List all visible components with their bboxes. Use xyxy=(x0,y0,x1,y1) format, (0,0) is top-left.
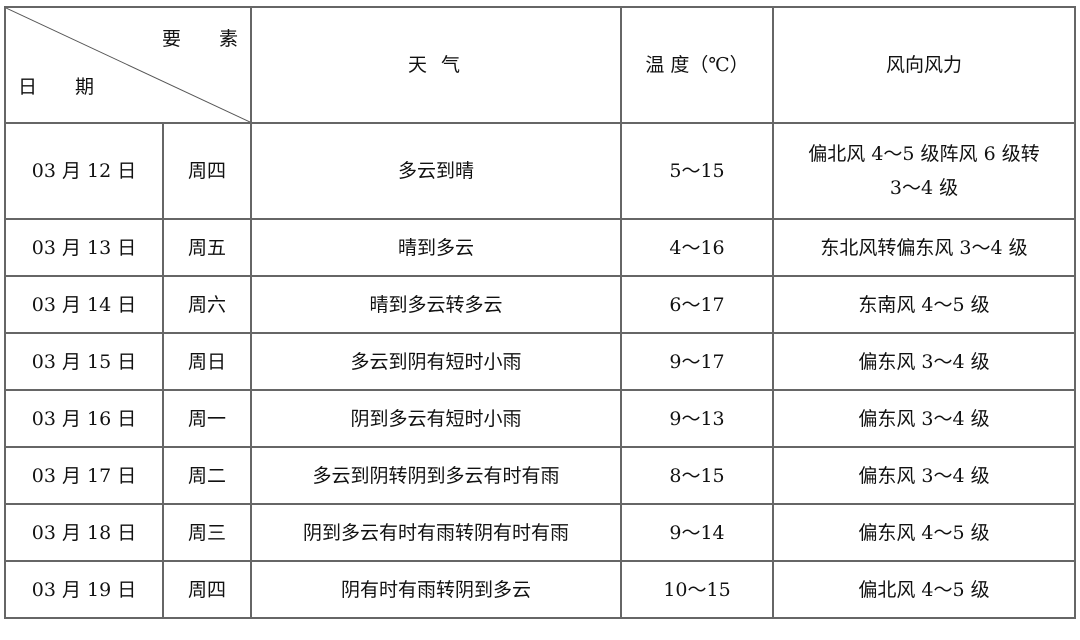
wind-cell: 偏东风 3～4 级 xyxy=(772,446,1076,505)
weekday-cell: 周三 xyxy=(162,503,252,562)
date-cell: 03 月 12 日 xyxy=(4,122,164,220)
weather-cell: 多云到阴有短时小雨 xyxy=(250,332,622,391)
weekday-cell: 周四 xyxy=(162,122,252,220)
wind-cell: 偏东风 4～5 级 xyxy=(772,503,1076,562)
weekday-cell: 周二 xyxy=(162,446,252,505)
weekday-cell: 周日 xyxy=(162,332,252,391)
temperature-cell: 9～14 xyxy=(620,503,774,562)
weather-forecast-table: 要 素 日 期 天 气 温 度（℃） 风向风力 03 月 12 日周四 多云到晴 5… xyxy=(4,6,1076,619)
weather-header: 天 气 xyxy=(250,6,622,124)
weekday-cell: 周四 xyxy=(162,560,252,619)
header-row: 要 素 日 期 天 气 温 度（℃） 风向风力 xyxy=(4,6,1076,124)
date-cell: 03 月 18 日 xyxy=(4,503,164,562)
weather-cell: 阴到多云有短时小雨 xyxy=(250,389,622,448)
table-row: 03 月 19 日周四 阴有时有雨转阴到多云 10～15 偏北风 4～5 级 xyxy=(4,560,1076,619)
weather-cell: 多云到阴转阴到多云有时有雨 xyxy=(250,446,622,505)
wind-cell: 偏北风 4～5 级阵风 6 级转 3～4 级 xyxy=(772,122,1076,220)
temperature-cell: 4～16 xyxy=(620,218,774,277)
temperature-cell: 9～17 xyxy=(620,332,774,391)
table-row: 03 月 17 日周二 多云到阴转阴到多云有时有雨 8～15 偏东风 3～4 级 xyxy=(4,446,1076,505)
table-row: 03 月 12 日周四 多云到晴 5～15 偏北风 4～5 级阵风 6 级转 3～4 … xyxy=(4,122,1076,220)
temperature-cell: 9～13 xyxy=(620,389,774,448)
temperature-cell: 6～17 xyxy=(620,275,774,334)
wind-cell: 偏东风 3～4 级 xyxy=(772,332,1076,391)
date-cell: 03 月 19 日 xyxy=(4,560,164,619)
table-row: 03 月 16 日周一 阴到多云有短时小雨 9～13 偏东风 3～4 级 xyxy=(4,389,1076,448)
weekday-cell: 周六 xyxy=(162,275,252,334)
temperature-cell: 5～15 xyxy=(620,122,774,220)
table-row: 03 月 14 日周六 晴到多云转多云 6～17 东南风 4～5 级 xyxy=(4,275,1076,334)
element-label: 要 素 xyxy=(161,28,254,50)
weekday-cell: 周五 xyxy=(162,218,252,277)
wind-cell: 偏北风 4～5 级 xyxy=(772,560,1076,619)
wind-cell: 东南风 4～5 级 xyxy=(772,275,1076,334)
date-cell: 03 月 16 日 xyxy=(4,389,164,448)
date-cell: 03 月 15 日 xyxy=(4,332,164,391)
date-cell: 03 月 14 日 xyxy=(4,275,164,334)
table-row: 03 月 13 日周五 晴到多云 4～16 东北风转偏东风 3～4 级 xyxy=(4,218,1076,277)
weekday-cell: 周一 xyxy=(162,389,252,448)
weather-cell: 晴到多云转多云 xyxy=(250,275,622,334)
weather-cell: 阴到多云有时有雨转阴有时有雨 xyxy=(250,503,622,562)
table-row: 03 月 15 日周日 多云到阴有短时小雨 9～17 偏东风 3～4 级 xyxy=(4,332,1076,391)
diagonal-line xyxy=(6,8,250,122)
weather-cell: 阴有时有雨转阴到多云 xyxy=(250,560,622,619)
temperature-cell: 10～15 xyxy=(620,560,774,619)
table-row: 03 月 18 日周三 阴到多云有时有雨转阴有时有雨 9～14 偏东风 4～5 级 xyxy=(4,503,1076,562)
temperature-header: 温 度（℃） xyxy=(620,6,774,124)
weather-cell: 多云到晴 xyxy=(250,122,622,220)
wind-header: 风向风力 xyxy=(772,6,1076,124)
wind-cell: 偏东风 3～4 级 xyxy=(772,389,1076,448)
temperature-cell: 8～15 xyxy=(620,446,774,505)
date-cell: 03 月 17 日 xyxy=(4,446,164,505)
weather-cell: 晴到多云 xyxy=(250,218,622,277)
diagonal-header-cell: 要 素 日 期 xyxy=(4,6,254,124)
wind-cell: 东北风转偏东风 3～4 级 xyxy=(772,218,1076,277)
date-cell: 03 月 13 日 xyxy=(4,218,164,277)
date-label: 日 期 xyxy=(18,76,111,98)
